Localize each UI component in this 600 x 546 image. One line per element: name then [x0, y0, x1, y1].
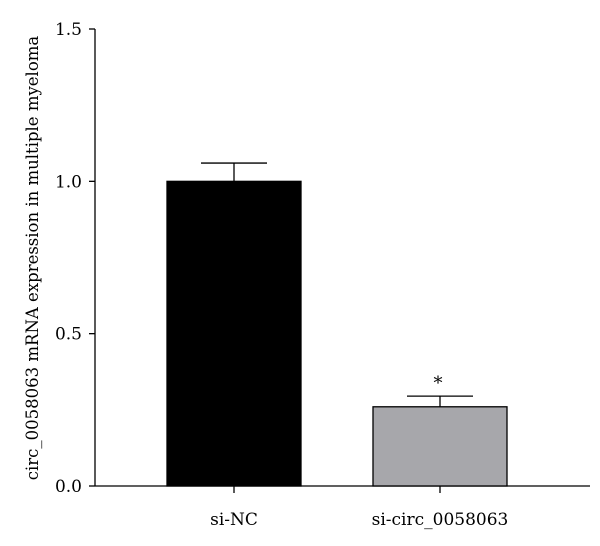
bar-2	[372, 406, 508, 487]
x-tick-labels: si-NC si-circ_0058063	[210, 486, 508, 530]
bar-1	[166, 180, 302, 487]
y-axis-label: circ_0058063 mRNA expression in multiple…	[23, 36, 42, 481]
y-tick-label: 1.0	[55, 172, 82, 192]
x-tick-label: si-NC	[210, 510, 258, 530]
axes: 0.0 0.5 1.0 1.5	[55, 20, 590, 497]
x-tick-label: si-circ_0058063	[372, 510, 509, 530]
bars: *	[166, 162, 508, 487]
y-tick-label: 1.5	[55, 20, 82, 40]
y-tick-label: 0.5	[55, 325, 82, 345]
significance-marker: *	[434, 373, 443, 394]
y-tick-label: 0.0	[55, 477, 82, 497]
